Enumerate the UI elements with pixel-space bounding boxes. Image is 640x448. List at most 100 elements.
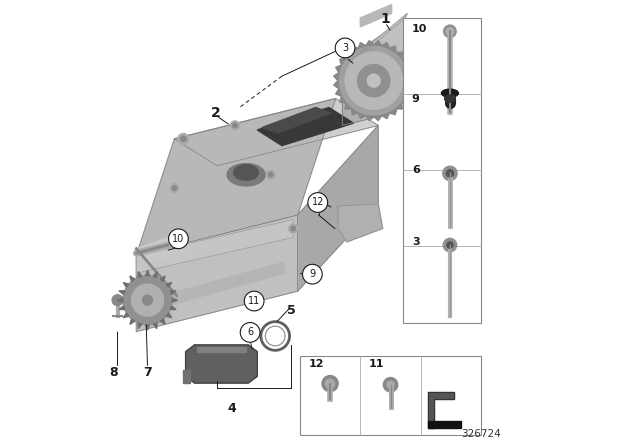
Circle shape [168,229,188,249]
Polygon shape [342,45,396,125]
Text: 4: 4 [228,402,237,415]
Circle shape [444,25,456,38]
Ellipse shape [445,95,455,102]
Text: 12: 12 [312,198,324,207]
Circle shape [131,284,164,316]
Text: 11: 11 [369,359,384,369]
Text: 326724: 326724 [461,429,501,439]
Text: 9: 9 [412,94,420,103]
Polygon shape [366,116,374,121]
Polygon shape [360,4,392,27]
Polygon shape [119,306,125,310]
Polygon shape [172,298,177,302]
Polygon shape [174,99,378,166]
Circle shape [303,264,323,284]
Polygon shape [153,323,157,329]
Circle shape [180,136,186,142]
Polygon shape [402,58,408,65]
Polygon shape [345,103,351,109]
FancyBboxPatch shape [403,18,481,323]
Polygon shape [409,73,414,81]
Circle shape [326,379,335,388]
Text: 2: 2 [211,106,221,120]
Polygon shape [338,204,383,242]
Polygon shape [336,65,342,73]
Polygon shape [138,271,142,277]
Polygon shape [124,283,129,287]
Circle shape [443,238,457,252]
Polygon shape [389,109,396,115]
Polygon shape [351,109,358,115]
FancyBboxPatch shape [300,356,481,435]
Circle shape [345,52,403,109]
Circle shape [358,65,390,97]
Circle shape [244,291,264,311]
Polygon shape [428,392,454,428]
Polygon shape [145,270,150,276]
Polygon shape [186,345,257,383]
Polygon shape [130,319,134,324]
Text: 6: 6 [412,165,420,175]
Circle shape [291,226,296,231]
Text: 3: 3 [342,43,348,53]
Polygon shape [136,215,298,332]
Polygon shape [333,81,339,89]
Text: 7: 7 [143,366,152,379]
Ellipse shape [442,89,458,97]
Polygon shape [184,370,190,383]
Polygon shape [166,283,172,287]
Polygon shape [153,271,157,277]
Polygon shape [166,313,172,318]
Polygon shape [257,108,353,146]
Polygon shape [170,306,176,310]
Polygon shape [136,220,293,273]
Polygon shape [366,41,374,46]
Polygon shape [119,291,125,294]
Polygon shape [136,99,336,255]
Polygon shape [396,103,403,109]
Polygon shape [163,262,284,307]
Polygon shape [170,291,176,294]
Text: 11: 11 [248,296,260,306]
Polygon shape [396,52,403,58]
Polygon shape [409,81,414,89]
Circle shape [172,186,177,190]
Polygon shape [262,108,332,133]
Polygon shape [118,298,123,302]
Circle shape [178,134,189,144]
Circle shape [170,184,179,193]
Polygon shape [358,113,366,119]
Polygon shape [197,347,246,352]
Polygon shape [406,65,412,73]
Text: 6: 6 [247,327,253,337]
Circle shape [230,121,239,130]
Text: 3: 3 [412,237,419,247]
Polygon shape [336,89,342,96]
Polygon shape [161,276,165,281]
Circle shape [308,193,328,212]
Polygon shape [340,58,346,65]
Polygon shape [124,313,129,318]
Polygon shape [406,89,412,96]
Ellipse shape [227,164,265,186]
Circle shape [446,28,454,35]
Text: 8: 8 [109,366,118,379]
Circle shape [322,375,338,392]
Polygon shape [345,52,351,58]
Polygon shape [145,325,150,330]
Circle shape [338,45,410,116]
Circle shape [143,295,152,305]
Circle shape [240,323,260,342]
Ellipse shape [234,165,259,180]
Polygon shape [374,116,381,121]
Circle shape [335,38,355,58]
Polygon shape [381,113,389,119]
Polygon shape [381,43,389,48]
Circle shape [447,242,453,248]
Polygon shape [340,96,346,103]
Circle shape [367,74,380,87]
Polygon shape [333,73,339,81]
Polygon shape [358,43,366,48]
Circle shape [289,224,298,233]
Polygon shape [342,18,407,125]
